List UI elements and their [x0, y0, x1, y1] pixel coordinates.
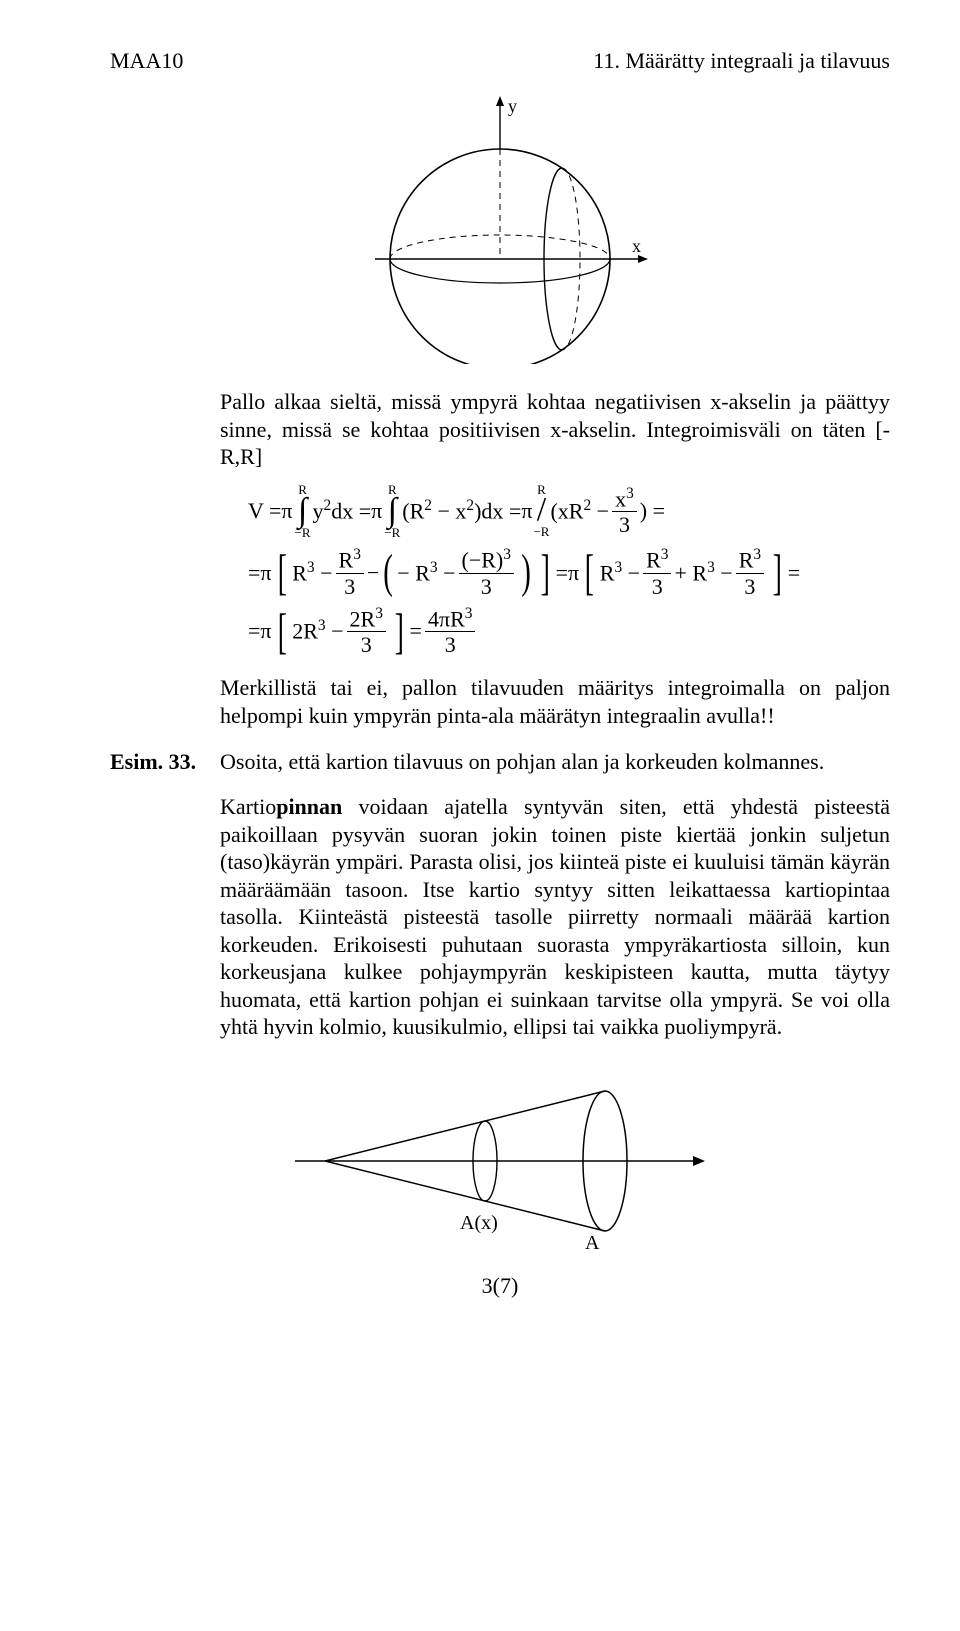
frac-R3-1: R3 3	[336, 547, 364, 598]
pi-6: π	[260, 614, 271, 647]
page-number: 3(7)	[110, 1273, 890, 1299]
axis-x-label: x	[632, 236, 641, 256]
term-2R3: 2R3 −	[292, 614, 343, 647]
pi-5: π	[568, 556, 579, 589]
cone-figure: A(x) A	[110, 1071, 890, 1251]
neg-R3: − R3 −	[397, 556, 455, 589]
lparen-1: (	[384, 552, 394, 593]
pinnan-bold: pinnan	[276, 794, 342, 819]
frac-negR3: (−R)3 3	[459, 547, 514, 598]
label-A: A	[585, 1232, 600, 1251]
math-derivation: V = π R ∫ −R y2dx = π R ∫ −R (R2 − x2)dx…	[248, 483, 890, 657]
example-label: Esim. 33.	[110, 749, 220, 775]
math-lhs: V =	[248, 494, 281, 527]
header-right: 11. Määrätty integraali ja tilavuus	[593, 48, 890, 74]
eq-r: =	[556, 556, 568, 589]
pi-2: π	[371, 494, 382, 527]
eq3: =	[410, 614, 422, 647]
pi-3: π	[521, 494, 532, 527]
lead2: =	[248, 556, 260, 589]
intro-paragraph: Pallo alkaa sieltä, missä ympyrä kohtaa …	[220, 388, 890, 471]
term-plusR3: + R3 −	[674, 556, 732, 589]
eval-close: ) =	[640, 494, 665, 527]
frac-R3-3: R3 3	[736, 547, 764, 598]
rbracket-1: ]	[541, 551, 550, 594]
eval-body: (xR2 −	[550, 494, 609, 527]
sphere-figure: y x	[110, 94, 890, 364]
post-math-paragraph: Merkillistä tai ei, pallon tilavuuden mä…	[220, 674, 890, 729]
int2-body: (R2 − x2)dx =	[402, 494, 521, 527]
eval-bar: R / −R	[533, 483, 549, 538]
example-body-rest: voidaan ajatella syntyvän siten, että yh…	[220, 794, 890, 1039]
rparen-1: )	[521, 552, 531, 593]
math-line-2: = π [ R3 − R3 3 − ( − R3 − (−R)3 3 ) ] =	[248, 547, 890, 598]
rbracket-2: ]	[773, 551, 782, 594]
label-Ax: A(x)	[460, 1212, 498, 1234]
pi-1: π	[281, 494, 292, 527]
header-left: MAA10	[110, 48, 183, 74]
kartio-prefix: Kartio	[220, 794, 276, 819]
example-lead: Osoita, että kartion tilavuus on pohjan …	[220, 749, 890, 775]
math-line-3: = π [ 2R3 − 2R3 3 ] = 4πR3 3	[248, 606, 890, 657]
frac-4piR3: 4πR3 3	[425, 606, 475, 657]
int1-body: y2dx =	[313, 494, 372, 527]
example-body: Kartiopinnan voidaan ajatella syntyvän s…	[220, 793, 890, 1041]
axis-y-label: y	[508, 96, 517, 116]
close2: =	[788, 556, 800, 589]
lbracket-1: [	[277, 551, 286, 594]
rbracket-3: ]	[395, 610, 404, 653]
integral-1: R ∫ −R	[295, 483, 311, 540]
pi-4: π	[260, 556, 271, 589]
frac-R3-2: R3 3	[643, 547, 671, 598]
math-line-1: V = π R ∫ −R y2dx = π R ∫ −R (R2 − x2)dx…	[248, 483, 890, 540]
term-R3: R3 −	[292, 556, 332, 589]
frac-2R3: 2R3 3	[347, 606, 386, 657]
frac-x3: x3 3	[612, 486, 637, 537]
lbracket-3: [	[277, 610, 286, 653]
minus-open: −	[367, 556, 379, 589]
integral-2: R ∫ −R	[384, 483, 400, 540]
lbracket-2: [	[585, 551, 594, 594]
term-R3b: R3 −	[600, 556, 640, 589]
lead3: =	[248, 614, 260, 647]
